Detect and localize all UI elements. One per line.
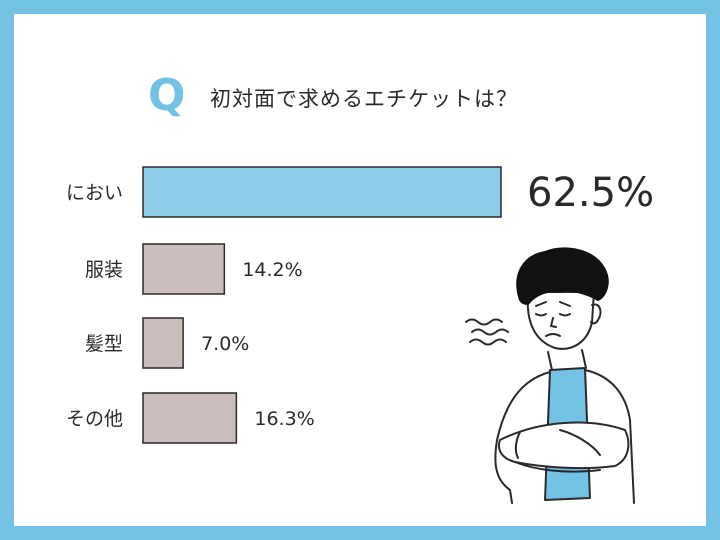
bar-1 bbox=[142, 166, 502, 218]
data-label: 16.3% bbox=[254, 408, 314, 430]
man-crossed-arms-smelling-icon bbox=[465, 247, 635, 504]
category-label: におい bbox=[66, 182, 123, 204]
question-title: 初対面で求めるエチケットは？ bbox=[210, 87, 518, 111]
category-label: 服装 bbox=[85, 259, 123, 281]
q-mark-icon: Q bbox=[148, 70, 186, 121]
data-label: 7.0% bbox=[201, 333, 249, 355]
data-label: 62.5% bbox=[527, 170, 654, 216]
bar-2 bbox=[142, 243, 226, 295]
bar-4 bbox=[142, 392, 238, 444]
bar-3 bbox=[142, 317, 184, 369]
data-label: 14.2% bbox=[242, 259, 302, 281]
category-label: 髪型 bbox=[85, 333, 123, 355]
category-label: その他 bbox=[66, 408, 123, 430]
